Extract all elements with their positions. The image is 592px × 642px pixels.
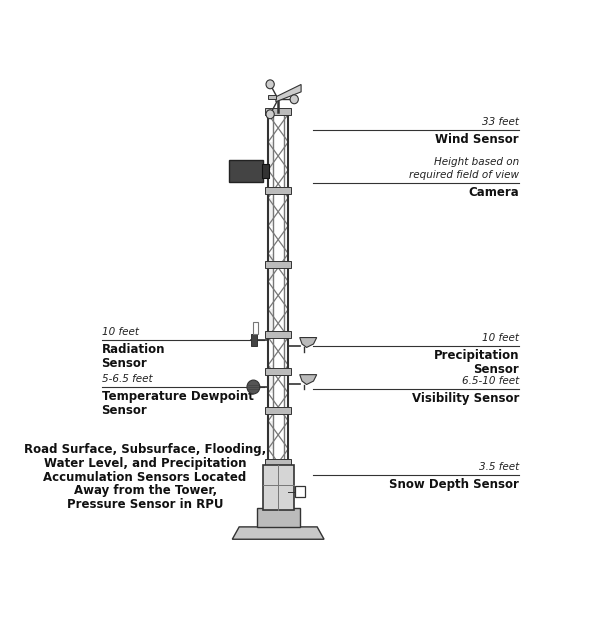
Text: Snow Depth Sensor: Snow Depth Sensor — [389, 478, 519, 491]
Bar — [263, 465, 294, 510]
Text: 10 feet: 10 feet — [102, 327, 139, 337]
Text: Sensor: Sensor — [473, 363, 519, 376]
Text: 10 feet: 10 feet — [482, 333, 519, 343]
Polygon shape — [268, 365, 272, 393]
Bar — [265, 407, 291, 414]
Text: 5-6.5 feet: 5-6.5 feet — [102, 374, 152, 384]
Polygon shape — [300, 375, 317, 385]
Text: Pressure Sensor in RPU: Pressure Sensor in RPU — [67, 498, 223, 511]
Polygon shape — [300, 338, 317, 347]
Text: 6.5-10 feet: 6.5-10 feet — [462, 376, 519, 386]
Text: Water Level, and Precipitation: Water Level, and Precipitation — [44, 456, 246, 470]
Text: Accumulation Sensors Located: Accumulation Sensors Located — [43, 471, 247, 483]
Bar — [265, 108, 291, 115]
Text: Wind Sensor: Wind Sensor — [435, 133, 519, 146]
Polygon shape — [268, 198, 272, 226]
Text: Height based on: Height based on — [434, 157, 519, 166]
Bar — [265, 187, 291, 194]
Polygon shape — [232, 527, 324, 539]
Bar — [265, 261, 291, 268]
Text: required field of view: required field of view — [409, 170, 519, 180]
Text: Visibility Sensor: Visibility Sensor — [411, 392, 519, 406]
Circle shape — [290, 95, 298, 104]
Text: Sensor: Sensor — [102, 357, 147, 370]
Bar — [268, 95, 276, 100]
Text: Precipitation: Precipitation — [433, 349, 519, 363]
Polygon shape — [268, 254, 272, 281]
Polygon shape — [268, 477, 272, 505]
Bar — [265, 368, 291, 375]
Bar — [256, 508, 300, 527]
Text: 33 feet: 33 feet — [482, 117, 519, 127]
Text: 3.5 feet: 3.5 feet — [479, 462, 519, 472]
Polygon shape — [250, 334, 257, 346]
Circle shape — [266, 110, 274, 119]
Polygon shape — [276, 85, 301, 101]
Polygon shape — [268, 142, 272, 170]
Text: Sensor: Sensor — [102, 404, 147, 417]
Text: Road Surface, Subsurface, Flooding,: Road Surface, Subsurface, Flooding, — [24, 443, 266, 456]
Polygon shape — [268, 421, 272, 449]
Polygon shape — [268, 309, 272, 337]
Bar — [265, 331, 291, 338]
Circle shape — [266, 80, 274, 89]
Bar — [229, 160, 263, 182]
Circle shape — [247, 380, 260, 394]
Text: Camera: Camera — [468, 186, 519, 199]
Text: Radiation: Radiation — [102, 343, 165, 356]
Bar — [265, 459, 291, 466]
Bar — [253, 322, 258, 334]
Text: Away from the Tower,: Away from the Tower, — [73, 484, 217, 498]
Bar — [262, 164, 269, 178]
Text: Temperature Dewpoint: Temperature Dewpoint — [102, 390, 253, 403]
Bar — [295, 487, 305, 497]
